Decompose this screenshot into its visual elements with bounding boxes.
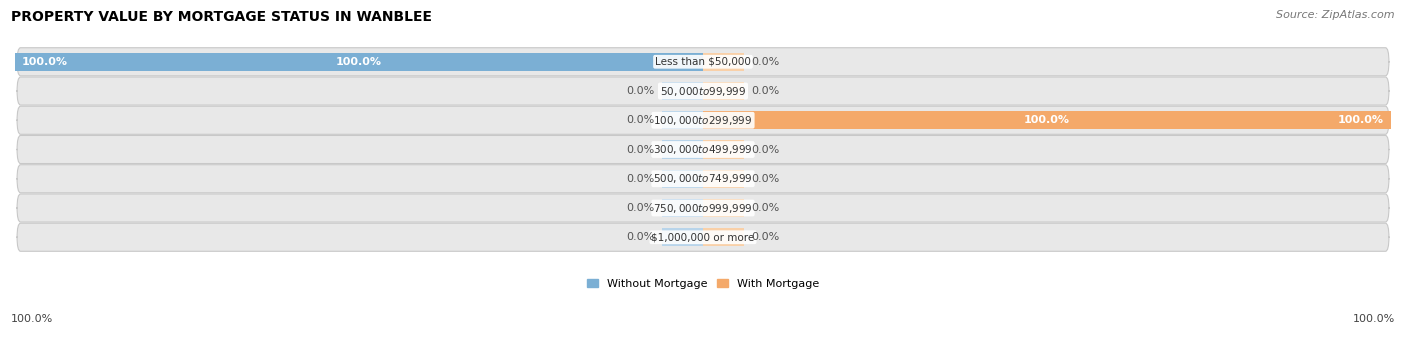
- Text: 0.0%: 0.0%: [627, 145, 655, 154]
- Text: 100.0%: 100.0%: [1353, 314, 1395, 324]
- Text: $50,000 to $99,999: $50,000 to $99,999: [659, 85, 747, 98]
- Bar: [703, 199, 744, 217]
- Bar: [703, 82, 744, 100]
- Text: $100,000 to $299,999: $100,000 to $299,999: [654, 114, 752, 127]
- FancyBboxPatch shape: [17, 77, 1389, 105]
- Bar: [662, 140, 703, 159]
- Text: 0.0%: 0.0%: [751, 57, 779, 67]
- Text: 100.0%: 100.0%: [336, 57, 382, 67]
- Text: 0.0%: 0.0%: [627, 203, 655, 213]
- Text: 100.0%: 100.0%: [1024, 115, 1070, 125]
- Bar: [662, 199, 703, 217]
- Text: 0.0%: 0.0%: [627, 174, 655, 184]
- Text: 0.0%: 0.0%: [751, 232, 779, 242]
- Text: $500,000 to $749,999: $500,000 to $749,999: [654, 172, 752, 185]
- Bar: [662, 111, 703, 129]
- Text: $1,000,000 or more: $1,000,000 or more: [651, 232, 755, 242]
- Text: 100.0%: 100.0%: [22, 57, 67, 67]
- FancyBboxPatch shape: [17, 48, 1389, 76]
- Bar: [703, 170, 744, 188]
- FancyBboxPatch shape: [17, 106, 1389, 134]
- Text: 0.0%: 0.0%: [751, 86, 779, 96]
- FancyBboxPatch shape: [17, 223, 1389, 251]
- Bar: [15, 53, 703, 71]
- Text: 100.0%: 100.0%: [1339, 115, 1384, 125]
- Text: 0.0%: 0.0%: [627, 232, 655, 242]
- Bar: [703, 111, 1391, 129]
- Text: $300,000 to $499,999: $300,000 to $499,999: [654, 143, 752, 156]
- FancyBboxPatch shape: [17, 194, 1389, 222]
- Text: 0.0%: 0.0%: [627, 86, 655, 96]
- Text: 0.0%: 0.0%: [751, 145, 779, 154]
- Bar: [703, 53, 744, 71]
- Text: 100.0%: 100.0%: [11, 314, 53, 324]
- Legend: Without Mortgage, With Mortgage: Without Mortgage, With Mortgage: [582, 275, 824, 294]
- Bar: [662, 82, 703, 100]
- FancyBboxPatch shape: [17, 165, 1389, 193]
- Text: 0.0%: 0.0%: [751, 174, 779, 184]
- Text: PROPERTY VALUE BY MORTGAGE STATUS IN WANBLEE: PROPERTY VALUE BY MORTGAGE STATUS IN WAN…: [11, 10, 432, 24]
- Text: Less than $50,000: Less than $50,000: [655, 57, 751, 67]
- Text: $750,000 to $999,999: $750,000 to $999,999: [654, 202, 752, 214]
- FancyBboxPatch shape: [17, 135, 1389, 164]
- Text: 0.0%: 0.0%: [627, 115, 655, 125]
- Bar: [703, 228, 744, 246]
- Bar: [662, 170, 703, 188]
- Bar: [703, 140, 744, 159]
- Text: 0.0%: 0.0%: [751, 203, 779, 213]
- Text: Source: ZipAtlas.com: Source: ZipAtlas.com: [1277, 10, 1395, 20]
- Bar: [662, 228, 703, 246]
